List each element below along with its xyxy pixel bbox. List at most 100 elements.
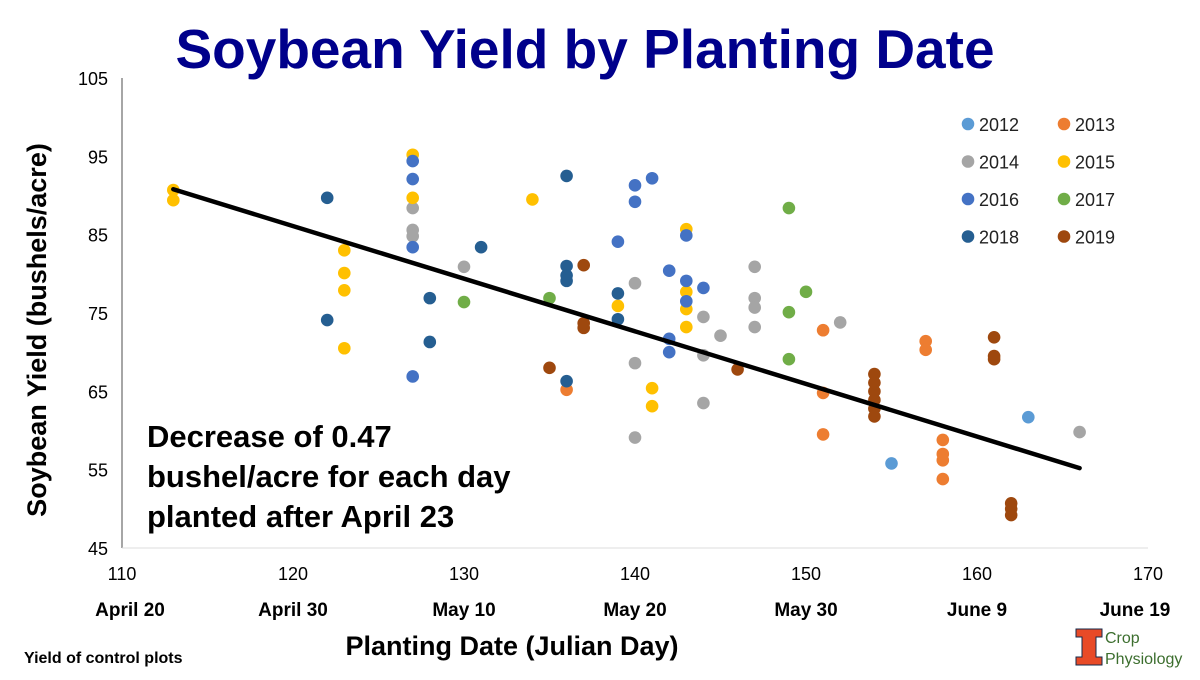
data-point-2016 xyxy=(406,154,420,168)
chart-title: Soybean Yield by Planting Date xyxy=(175,18,994,80)
data-point-2016 xyxy=(628,179,642,192)
data-point-2014 xyxy=(1073,425,1086,439)
data-point-2015 xyxy=(338,341,351,355)
data-point-2013 xyxy=(919,334,932,348)
data-point-2014 xyxy=(714,329,727,343)
legend-marker-2019 xyxy=(1057,230,1071,243)
data-point-2019 xyxy=(868,410,881,423)
data-point-2017 xyxy=(543,291,556,305)
data-point-2016 xyxy=(697,281,710,295)
y-tick-label: 45 xyxy=(88,539,108,559)
date-tick-label: April 30 xyxy=(258,600,328,621)
y-tick-label: 85 xyxy=(88,226,108,246)
footnote: Yield of control plots xyxy=(24,650,183,667)
data-point-2019 xyxy=(731,363,744,376)
data-point-2017 xyxy=(782,201,796,215)
data-point-2019 xyxy=(543,361,556,375)
data-point-2016 xyxy=(680,274,693,288)
data-point-2016 xyxy=(406,370,420,383)
data-point-2016 xyxy=(662,264,676,278)
data-point-2014 xyxy=(748,291,761,305)
data-point-2017 xyxy=(782,352,796,366)
logo-text-physiology: Physiology xyxy=(1105,651,1182,668)
data-point-2018 xyxy=(560,259,573,273)
data-point-2014 xyxy=(748,320,761,334)
date-tick-label: April 20 xyxy=(95,600,165,621)
data-point-2016 xyxy=(611,235,625,249)
data-point-2019 xyxy=(577,258,590,272)
legend-marker-2012 xyxy=(961,117,975,131)
data-point-2013 xyxy=(936,472,950,486)
data-point-2015 xyxy=(645,381,659,395)
data-point-2017 xyxy=(782,305,796,319)
legend-label-2019: 2019 xyxy=(1075,228,1115,248)
data-point-2015 xyxy=(680,285,693,299)
x-tick-label: 110 xyxy=(108,564,137,584)
data-point-2014 xyxy=(628,356,642,370)
data-point-2019 xyxy=(987,330,1001,344)
legend-label-2016: 2016 xyxy=(979,190,1019,210)
data-point-2015 xyxy=(611,299,625,313)
data-point-2016 xyxy=(680,294,693,308)
y-tick-label: 65 xyxy=(88,382,108,402)
x-tick-label: 140 xyxy=(620,564,650,584)
date-tick-label: May 10 xyxy=(432,600,495,621)
data-point-2018 xyxy=(560,374,573,388)
y-tick-label: 55 xyxy=(88,461,108,481)
legend-label-2017: 2017 xyxy=(1075,190,1115,210)
annotation-line-3: planted after April 23 xyxy=(147,499,454,534)
legend-marker-2017 xyxy=(1057,192,1071,206)
data-point-2016 xyxy=(680,229,693,242)
data-point-2018 xyxy=(560,274,573,288)
data-point-2019 xyxy=(987,352,1001,366)
data-point-2016 xyxy=(645,171,659,185)
data-point-2014 xyxy=(748,301,761,314)
data-point-2019 xyxy=(868,385,881,398)
legend-label-2015: 2015 xyxy=(1075,153,1115,173)
legend-marker-2014 xyxy=(961,155,975,168)
data-point-2013 xyxy=(919,343,932,357)
data-point-2014 xyxy=(697,310,710,324)
data-point-2015 xyxy=(338,283,351,297)
data-point-2012 xyxy=(885,457,898,470)
data-point-2017 xyxy=(799,285,813,299)
data-point-2015 xyxy=(406,191,420,205)
y-tick-label: 95 xyxy=(88,147,108,167)
data-point-2013 xyxy=(560,383,573,397)
data-point-2017 xyxy=(457,295,471,309)
data-point-2015 xyxy=(338,266,351,280)
x-tick-label: 160 xyxy=(962,564,992,584)
legend-marker-2018 xyxy=(961,230,975,243)
annotation-line-2: bushel/acre for each day xyxy=(147,459,511,494)
data-point-2014 xyxy=(628,431,642,444)
legend-label-2018: 2018 xyxy=(979,228,1019,248)
legend-marker-2015 xyxy=(1057,155,1071,168)
data-point-2018 xyxy=(611,312,625,326)
data-point-2014 xyxy=(406,229,420,243)
data-point-2015 xyxy=(167,193,180,207)
data-point-2014 xyxy=(457,260,471,274)
date-tick-label: June 9 xyxy=(947,600,1007,621)
data-point-2014 xyxy=(748,260,761,274)
data-point-2013 xyxy=(936,453,950,467)
data-point-2019 xyxy=(868,376,881,390)
data-point-2018 xyxy=(560,169,573,183)
data-point-2016 xyxy=(406,172,420,186)
data-point-2018 xyxy=(611,287,625,300)
data-point-2018 xyxy=(423,335,437,349)
data-point-2015 xyxy=(526,193,539,206)
data-point-2013 xyxy=(936,433,950,447)
data-point-2014 xyxy=(628,276,642,290)
data-point-2014 xyxy=(697,396,710,410)
data-point-2016 xyxy=(628,195,642,209)
logo-text-crop: Crop xyxy=(1105,630,1140,647)
data-point-2018 xyxy=(320,191,334,205)
date-tick-label: June 19 xyxy=(1100,600,1171,621)
legend-marker-2016 xyxy=(961,192,975,206)
data-point-2016 xyxy=(406,240,420,254)
data-point-2018 xyxy=(474,240,488,254)
data-point-2019 xyxy=(1004,508,1018,522)
data-point-2019 xyxy=(577,321,590,335)
x-tick-label: 170 xyxy=(1133,564,1163,584)
